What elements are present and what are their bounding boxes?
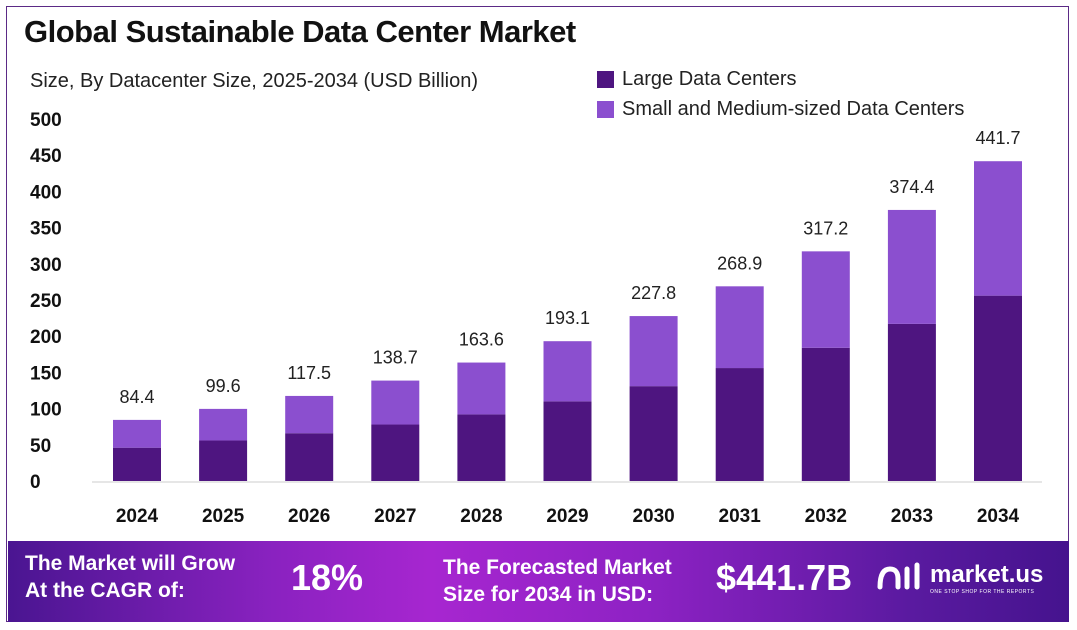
bar-large-data-centers bbox=[285, 433, 334, 481]
bar-large-data-centers bbox=[457, 414, 506, 481]
legend-label-small-medium: Small and Medium-sized Data Centers bbox=[622, 97, 965, 120]
chart-subtitle: Size, By Datacenter Size, 2025-2034 (USD… bbox=[30, 70, 478, 92]
cagr-label-line1: The Market will Grow bbox=[25, 552, 236, 575]
bar-small-medium-data-centers bbox=[457, 362, 506, 415]
footer-banner: The Market will Grow At the CAGR of: 18%… bbox=[8, 541, 1069, 622]
forecast-label-line1: The Forecasted Market bbox=[443, 556, 672, 579]
bar-total-label: 117.5 bbox=[287, 363, 331, 383]
bar-total-label: 84.4 bbox=[119, 387, 154, 407]
x-tick-label: 2028 bbox=[460, 506, 502, 527]
bar-large-data-centers bbox=[629, 386, 678, 481]
bar-large-data-centers bbox=[801, 347, 850, 481]
cagr-label-line2: At the CAGR of: bbox=[25, 579, 185, 602]
bar-total-label: 374.4 bbox=[889, 177, 934, 197]
bar-large-data-centers bbox=[371, 424, 420, 481]
bar-total-label: 99.6 bbox=[206, 376, 241, 396]
forecast-label-line2: Size for 2034 in USD: bbox=[443, 583, 654, 606]
bar-small-medium-data-centers bbox=[543, 341, 592, 402]
bar-chart: 0 50 100 150 200 250 300 350 400 450 500 84.4 2024 99… bbox=[30, 110, 1042, 527]
cagr-value: 18% bbox=[291, 557, 364, 598]
legend-swatch-large bbox=[597, 70, 614, 88]
bar-large-data-centers bbox=[543, 401, 592, 481]
legend: Large Data Centers Small and Medium-size… bbox=[597, 64, 964, 124]
bar-large-data-centers bbox=[113, 447, 161, 481]
brand-tagline: ONE STOP SHOP FOR THE REPORTS bbox=[930, 589, 1035, 595]
bar-total-label: 268.9 bbox=[717, 253, 762, 273]
brand-logo: market.us ONE STOP SHOP FOR THE REPORTS bbox=[876, 561, 1043, 595]
cagr-label: The Market will Grow At the CAGR of: bbox=[25, 550, 235, 604]
y-tick-label: 200 bbox=[30, 327, 62, 348]
y-tick-label: 50 bbox=[30, 436, 51, 457]
bar-small-medium-data-centers bbox=[371, 380, 420, 425]
x-tick-label: 2031 bbox=[719, 506, 762, 527]
bar-small-medium-data-centers bbox=[199, 408, 248, 441]
y-tick-label: 250 bbox=[30, 291, 62, 312]
bar-total-label: 193.1 bbox=[545, 308, 590, 328]
bar-small-medium-data-centers bbox=[974, 161, 1022, 296]
chart-title: Global Sustainable Data Center Market bbox=[24, 14, 576, 49]
forecast-value: $441.7B bbox=[716, 557, 853, 598]
x-tick-label: 2033 bbox=[891, 506, 933, 527]
bar-small-medium-data-centers bbox=[887, 209, 936, 324]
legend-label-large: Large Data Centers bbox=[622, 67, 797, 90]
bar-small-medium-data-centers bbox=[801, 251, 850, 348]
forecast-label: The Forecasted Market Size for 2034 in U… bbox=[443, 554, 672, 608]
y-tick-label: 100 bbox=[30, 400, 62, 421]
x-tick-label: 2027 bbox=[374, 506, 416, 527]
x-tick-label: 2025 bbox=[202, 506, 245, 527]
bar-total-label: 163.6 bbox=[459, 330, 504, 350]
bar-large-data-centers bbox=[715, 368, 764, 481]
x-tick-label: 2029 bbox=[546, 506, 588, 527]
y-tick-label: 300 bbox=[30, 255, 62, 276]
bar-large-data-centers bbox=[887, 323, 936, 481]
bar-small-medium-data-centers bbox=[715, 286, 764, 369]
legend-item-large: Large Data Centers bbox=[597, 64, 964, 94]
brand-name: market.us bbox=[930, 561, 1044, 588]
legend-swatch-small-medium bbox=[597, 100, 614, 118]
bar-small-medium-data-centers bbox=[629, 316, 678, 387]
legend-item-small-medium: Small and Medium-sized Data Centers bbox=[597, 94, 964, 124]
x-tick-label: 2034 bbox=[977, 506, 1020, 527]
bar-small-medium-data-centers bbox=[285, 395, 334, 434]
y-tick-label: 0 bbox=[30, 472, 41, 493]
y-tick-label: 500 bbox=[30, 110, 62, 131]
y-tick-label: 450 bbox=[30, 146, 62, 167]
bar-total-label: 138.7 bbox=[373, 348, 418, 368]
bar-total-label: 227.8 bbox=[631, 283, 676, 303]
y-tick-label: 350 bbox=[30, 219, 62, 240]
bar-large-data-centers bbox=[974, 295, 1022, 481]
bar-large-data-centers bbox=[199, 440, 248, 481]
bar-total-label: 441.7 bbox=[975, 128, 1020, 148]
bar-total-label: 317.2 bbox=[803, 218, 848, 238]
x-tick-label: 2024 bbox=[116, 506, 159, 527]
x-tick-label: 2030 bbox=[632, 506, 674, 527]
y-tick-label: 150 bbox=[30, 363, 62, 384]
y-tick-label: 400 bbox=[30, 182, 62, 203]
x-tick-label: 2032 bbox=[805, 506, 847, 527]
bar-small-medium-data-centers bbox=[113, 419, 161, 448]
market-us-logo-icon bbox=[877, 562, 920, 590]
x-tick-label: 2026 bbox=[288, 506, 330, 527]
